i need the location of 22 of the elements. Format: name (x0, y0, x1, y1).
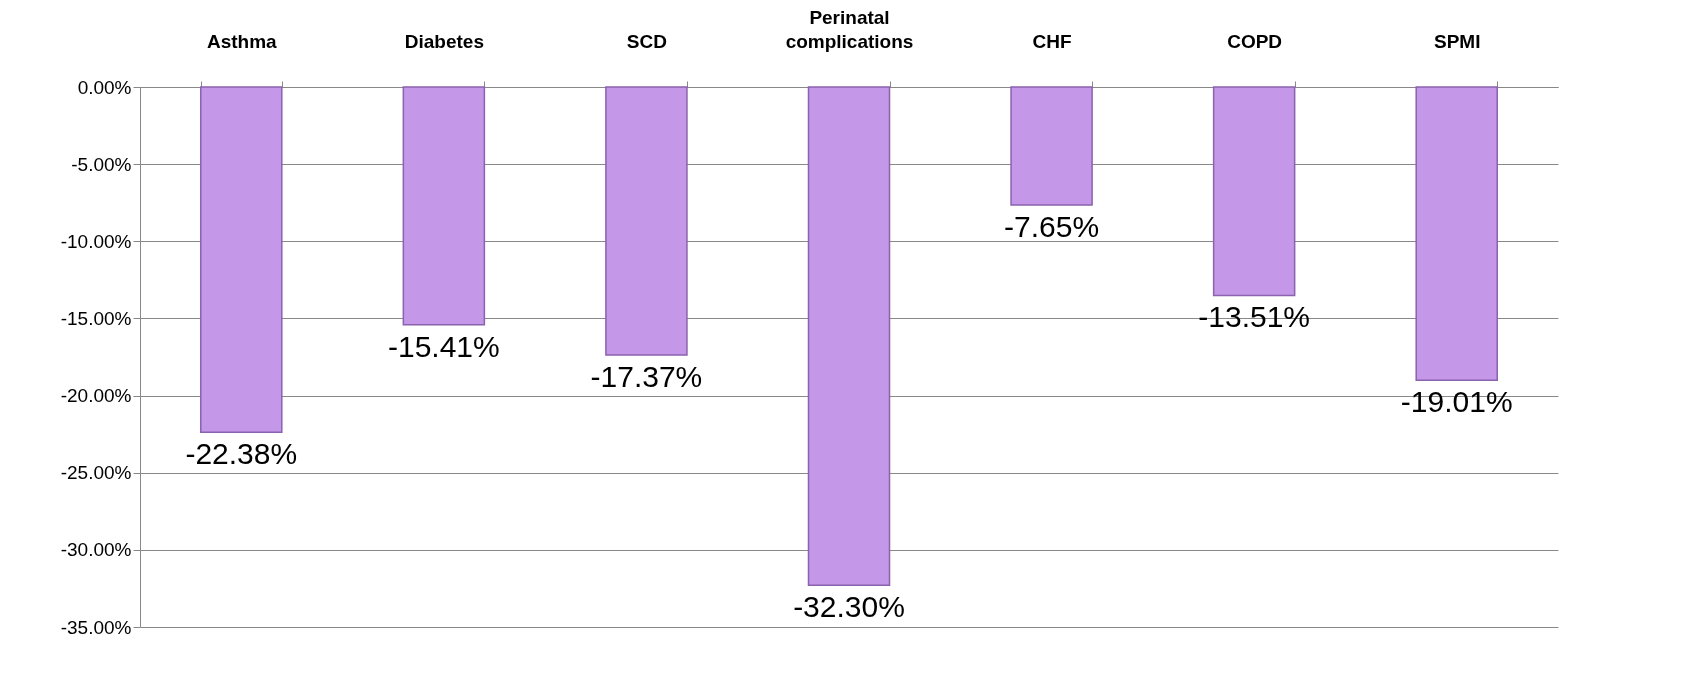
data-label: -17.37% (590, 359, 703, 393)
data-label: -19.01% (1400, 385, 1513, 419)
y-tick-label: -30.00% (60, 539, 132, 561)
data-label: -15.41% (387, 329, 500, 363)
y-tick-label: -5.00% (71, 153, 132, 175)
x-tick-label: COPD (1227, 30, 1283, 52)
data-label: -7.65% (1004, 210, 1100, 244)
x-tick-label: Diabetes (404, 30, 484, 52)
y-tick-label: -25.00% (60, 462, 132, 484)
data-label: -22.38% (185, 437, 298, 471)
y-tick-label: -15.00% (60, 307, 132, 329)
x-tick-label: Asthma (206, 30, 278, 52)
x-tick-label: SPMI (1433, 30, 1481, 52)
y-tick-label: -10.00% (60, 230, 132, 252)
y-tick-label: -20.00% (60, 385, 132, 407)
data-label: -32.30% (793, 590, 905, 624)
y-tick-label: 0.00% (77, 76, 132, 98)
y-tick-label: -35.00% (60, 616, 132, 638)
x-tick-label: Perinatal complications (785, 6, 914, 52)
x-tick-label: CHF (1032, 30, 1072, 52)
data-label: -13.51% (1198, 300, 1311, 334)
x-tick-label: SCD (626, 30, 667, 52)
